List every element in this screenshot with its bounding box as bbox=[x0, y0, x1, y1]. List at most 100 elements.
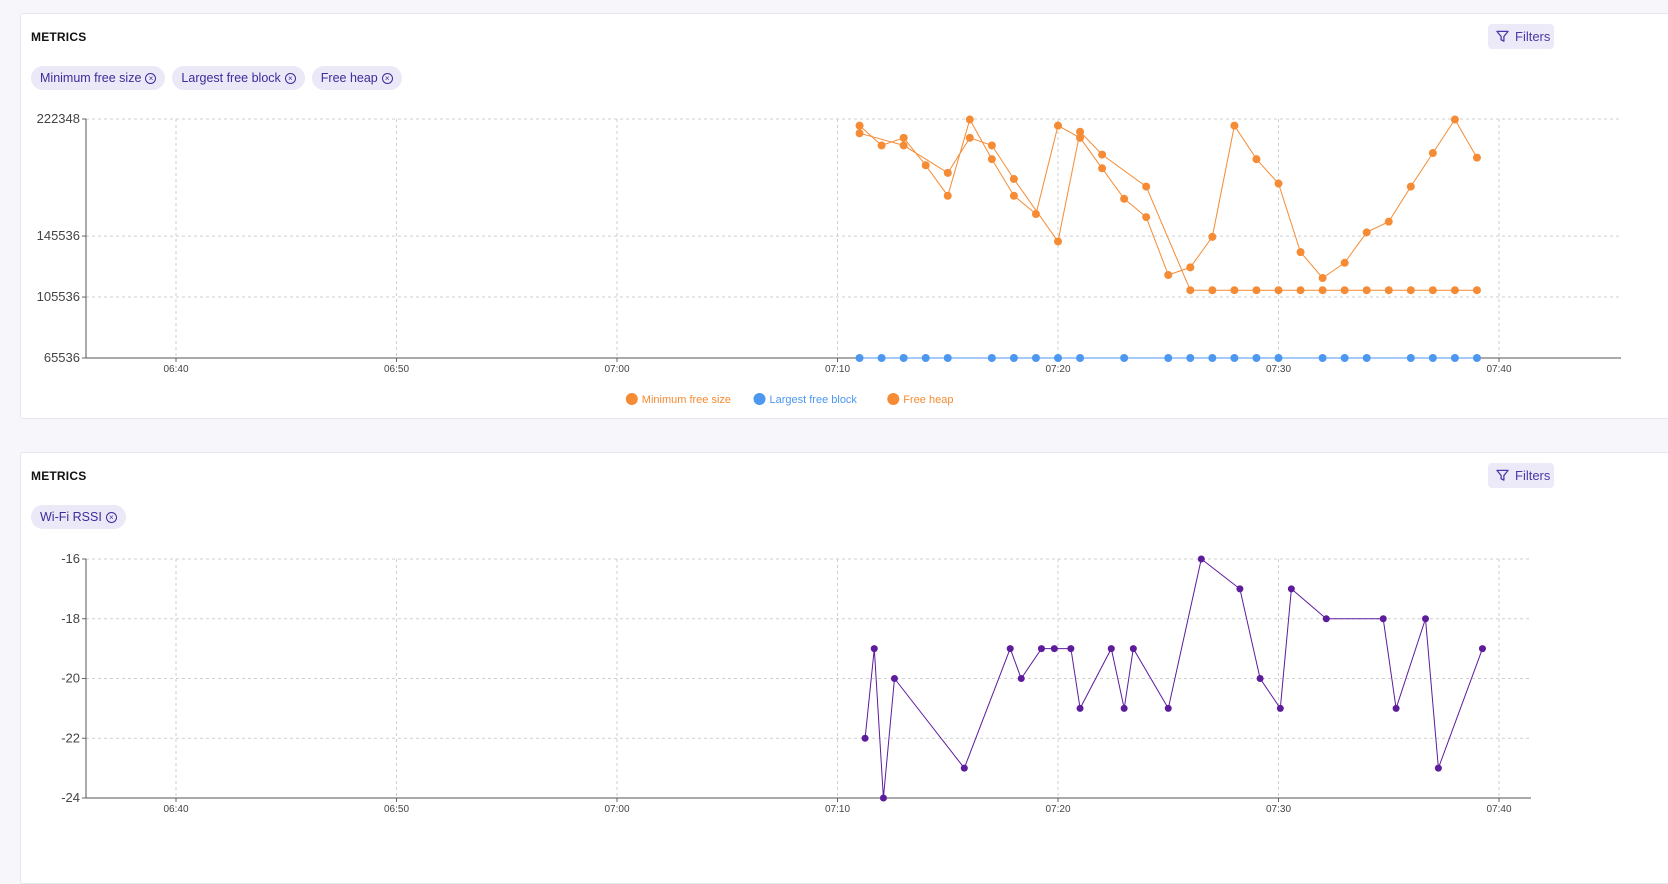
series-line bbox=[864, 558, 1483, 799]
data-point bbox=[861, 734, 869, 742]
data-point bbox=[1098, 150, 1107, 159]
remove-chip-icon[interactable]: × bbox=[105, 511, 117, 523]
data-point bbox=[1129, 645, 1137, 653]
data-point bbox=[1362, 228, 1371, 237]
data-point bbox=[1340, 258, 1349, 267]
y-tick-label: -20 bbox=[61, 671, 80, 686]
filters-button[interactable]: Filters bbox=[1488, 463, 1554, 488]
filters-label: Filters bbox=[1515, 468, 1551, 483]
data-point bbox=[1054, 354, 1062, 362]
metric-chips: Minimum free size × Largest free block × F… bbox=[31, 66, 402, 90]
data-point bbox=[965, 133, 974, 142]
data-point bbox=[1450, 354, 1459, 362]
chip-wifi-rssi[interactable]: Wi-Fi RSSI × bbox=[31, 505, 126, 529]
data-point bbox=[921, 354, 930, 362]
data-point bbox=[899, 354, 908, 362]
data-point bbox=[1422, 615, 1429, 623]
data-point bbox=[1230, 354, 1239, 362]
data-point bbox=[1406, 182, 1415, 191]
legend-marker bbox=[753, 393, 766, 405]
data-point bbox=[1318, 274, 1327, 283]
chip-label: Wi-Fi RSSI bbox=[40, 510, 102, 524]
y-tick-label: -18 bbox=[61, 611, 80, 626]
chip-minimum-free-size[interactable]: Minimum free size × bbox=[31, 66, 166, 90]
x-tick-label: 06:40 bbox=[163, 364, 188, 375]
data-point bbox=[1450, 286, 1459, 295]
data-point bbox=[877, 141, 886, 150]
data-point bbox=[1274, 286, 1283, 295]
data-point bbox=[1252, 286, 1261, 295]
remove-chip-icon[interactable]: × bbox=[284, 72, 296, 84]
data-point bbox=[1428, 354, 1437, 362]
data-point bbox=[943, 191, 952, 200]
data-point bbox=[1076, 133, 1085, 142]
y-tick-label: -16 bbox=[61, 551, 80, 566]
data-point bbox=[1009, 191, 1018, 200]
memory-chart: 65536 105536 145536 222348 06:40 06:50 07:00 07… bbox=[37, 111, 1621, 406]
data-point bbox=[1208, 354, 1217, 362]
data-point bbox=[1252, 155, 1261, 164]
data-point bbox=[987, 141, 996, 150]
data-point bbox=[1037, 645, 1045, 653]
data-point bbox=[877, 354, 886, 362]
legend-label[interactable]: Minimum free size bbox=[642, 394, 731, 406]
data-point bbox=[1009, 174, 1018, 183]
data-point bbox=[1276, 704, 1284, 712]
x-tick-label: 06:50 bbox=[384, 804, 409, 815]
y-tick-label: 222348 bbox=[37, 111, 80, 126]
data-point bbox=[1098, 164, 1107, 173]
data-point bbox=[943, 354, 952, 362]
data-point bbox=[1186, 286, 1195, 295]
data-point bbox=[1076, 127, 1085, 136]
remove-chip-icon[interactable]: × bbox=[381, 72, 393, 84]
data-point bbox=[987, 354, 996, 362]
data-point bbox=[1296, 248, 1305, 257]
data-point bbox=[1120, 704, 1128, 712]
data-point bbox=[960, 764, 968, 772]
chip-label: Free heap bbox=[320, 71, 378, 85]
data-point bbox=[1230, 121, 1239, 130]
x-tick-label: 07:00 bbox=[604, 364, 629, 375]
data-point bbox=[1434, 764, 1442, 772]
chip-largest-free-block[interactable]: Largest free block × bbox=[172, 66, 305, 90]
metrics-panel-wifi: METRICS Filters Wi-Fi RSSI × -16 -18 -20 -22… bbox=[20, 452, 1668, 884]
data-point bbox=[1296, 286, 1305, 295]
legend-marker bbox=[625, 393, 638, 405]
legend-label[interactable]: Free heap bbox=[903, 394, 953, 406]
legend-label[interactable]: Largest free block bbox=[770, 394, 858, 406]
filter-icon bbox=[1496, 30, 1509, 42]
data-point bbox=[1120, 194, 1129, 203]
data-point bbox=[1054, 237, 1062, 246]
panel-title: METRICS bbox=[31, 30, 87, 44]
data-point bbox=[1017, 675, 1025, 682]
data-point bbox=[1009, 354, 1018, 362]
data-point bbox=[890, 675, 898, 682]
data-point bbox=[1208, 286, 1217, 295]
x-tick-label: 07:10 bbox=[825, 364, 850, 375]
chip-free-heap[interactable]: Free heap × bbox=[311, 66, 402, 90]
data-point bbox=[1208, 232, 1217, 241]
data-point bbox=[855, 129, 864, 138]
data-point bbox=[1142, 213, 1151, 222]
data-point bbox=[1006, 645, 1014, 653]
data-point bbox=[1472, 153, 1481, 162]
data-point bbox=[1384, 217, 1393, 226]
x-tick-label: 06:40 bbox=[163, 804, 188, 815]
data-point bbox=[1472, 354, 1481, 362]
data-point bbox=[1428, 149, 1437, 158]
x-tick-label: 07:40 bbox=[1486, 804, 1511, 815]
data-point bbox=[965, 115, 974, 124]
data-point bbox=[1142, 182, 1151, 191]
data-point bbox=[1428, 286, 1437, 295]
remove-chip-icon[interactable]: × bbox=[145, 72, 157, 84]
data-point bbox=[1107, 645, 1115, 653]
data-point bbox=[921, 161, 930, 170]
y-tick-label: 145536 bbox=[37, 228, 80, 243]
data-point bbox=[1318, 354, 1327, 362]
chip-label: Minimum free size bbox=[40, 71, 142, 85]
data-point bbox=[855, 121, 864, 130]
x-tick-label: 06:50 bbox=[384, 364, 409, 375]
x-tick-label: 07:10 bbox=[825, 804, 850, 815]
filters-button[interactable]: Filters bbox=[1488, 24, 1554, 49]
metric-chips: Wi-Fi RSSI × bbox=[31, 505, 126, 529]
